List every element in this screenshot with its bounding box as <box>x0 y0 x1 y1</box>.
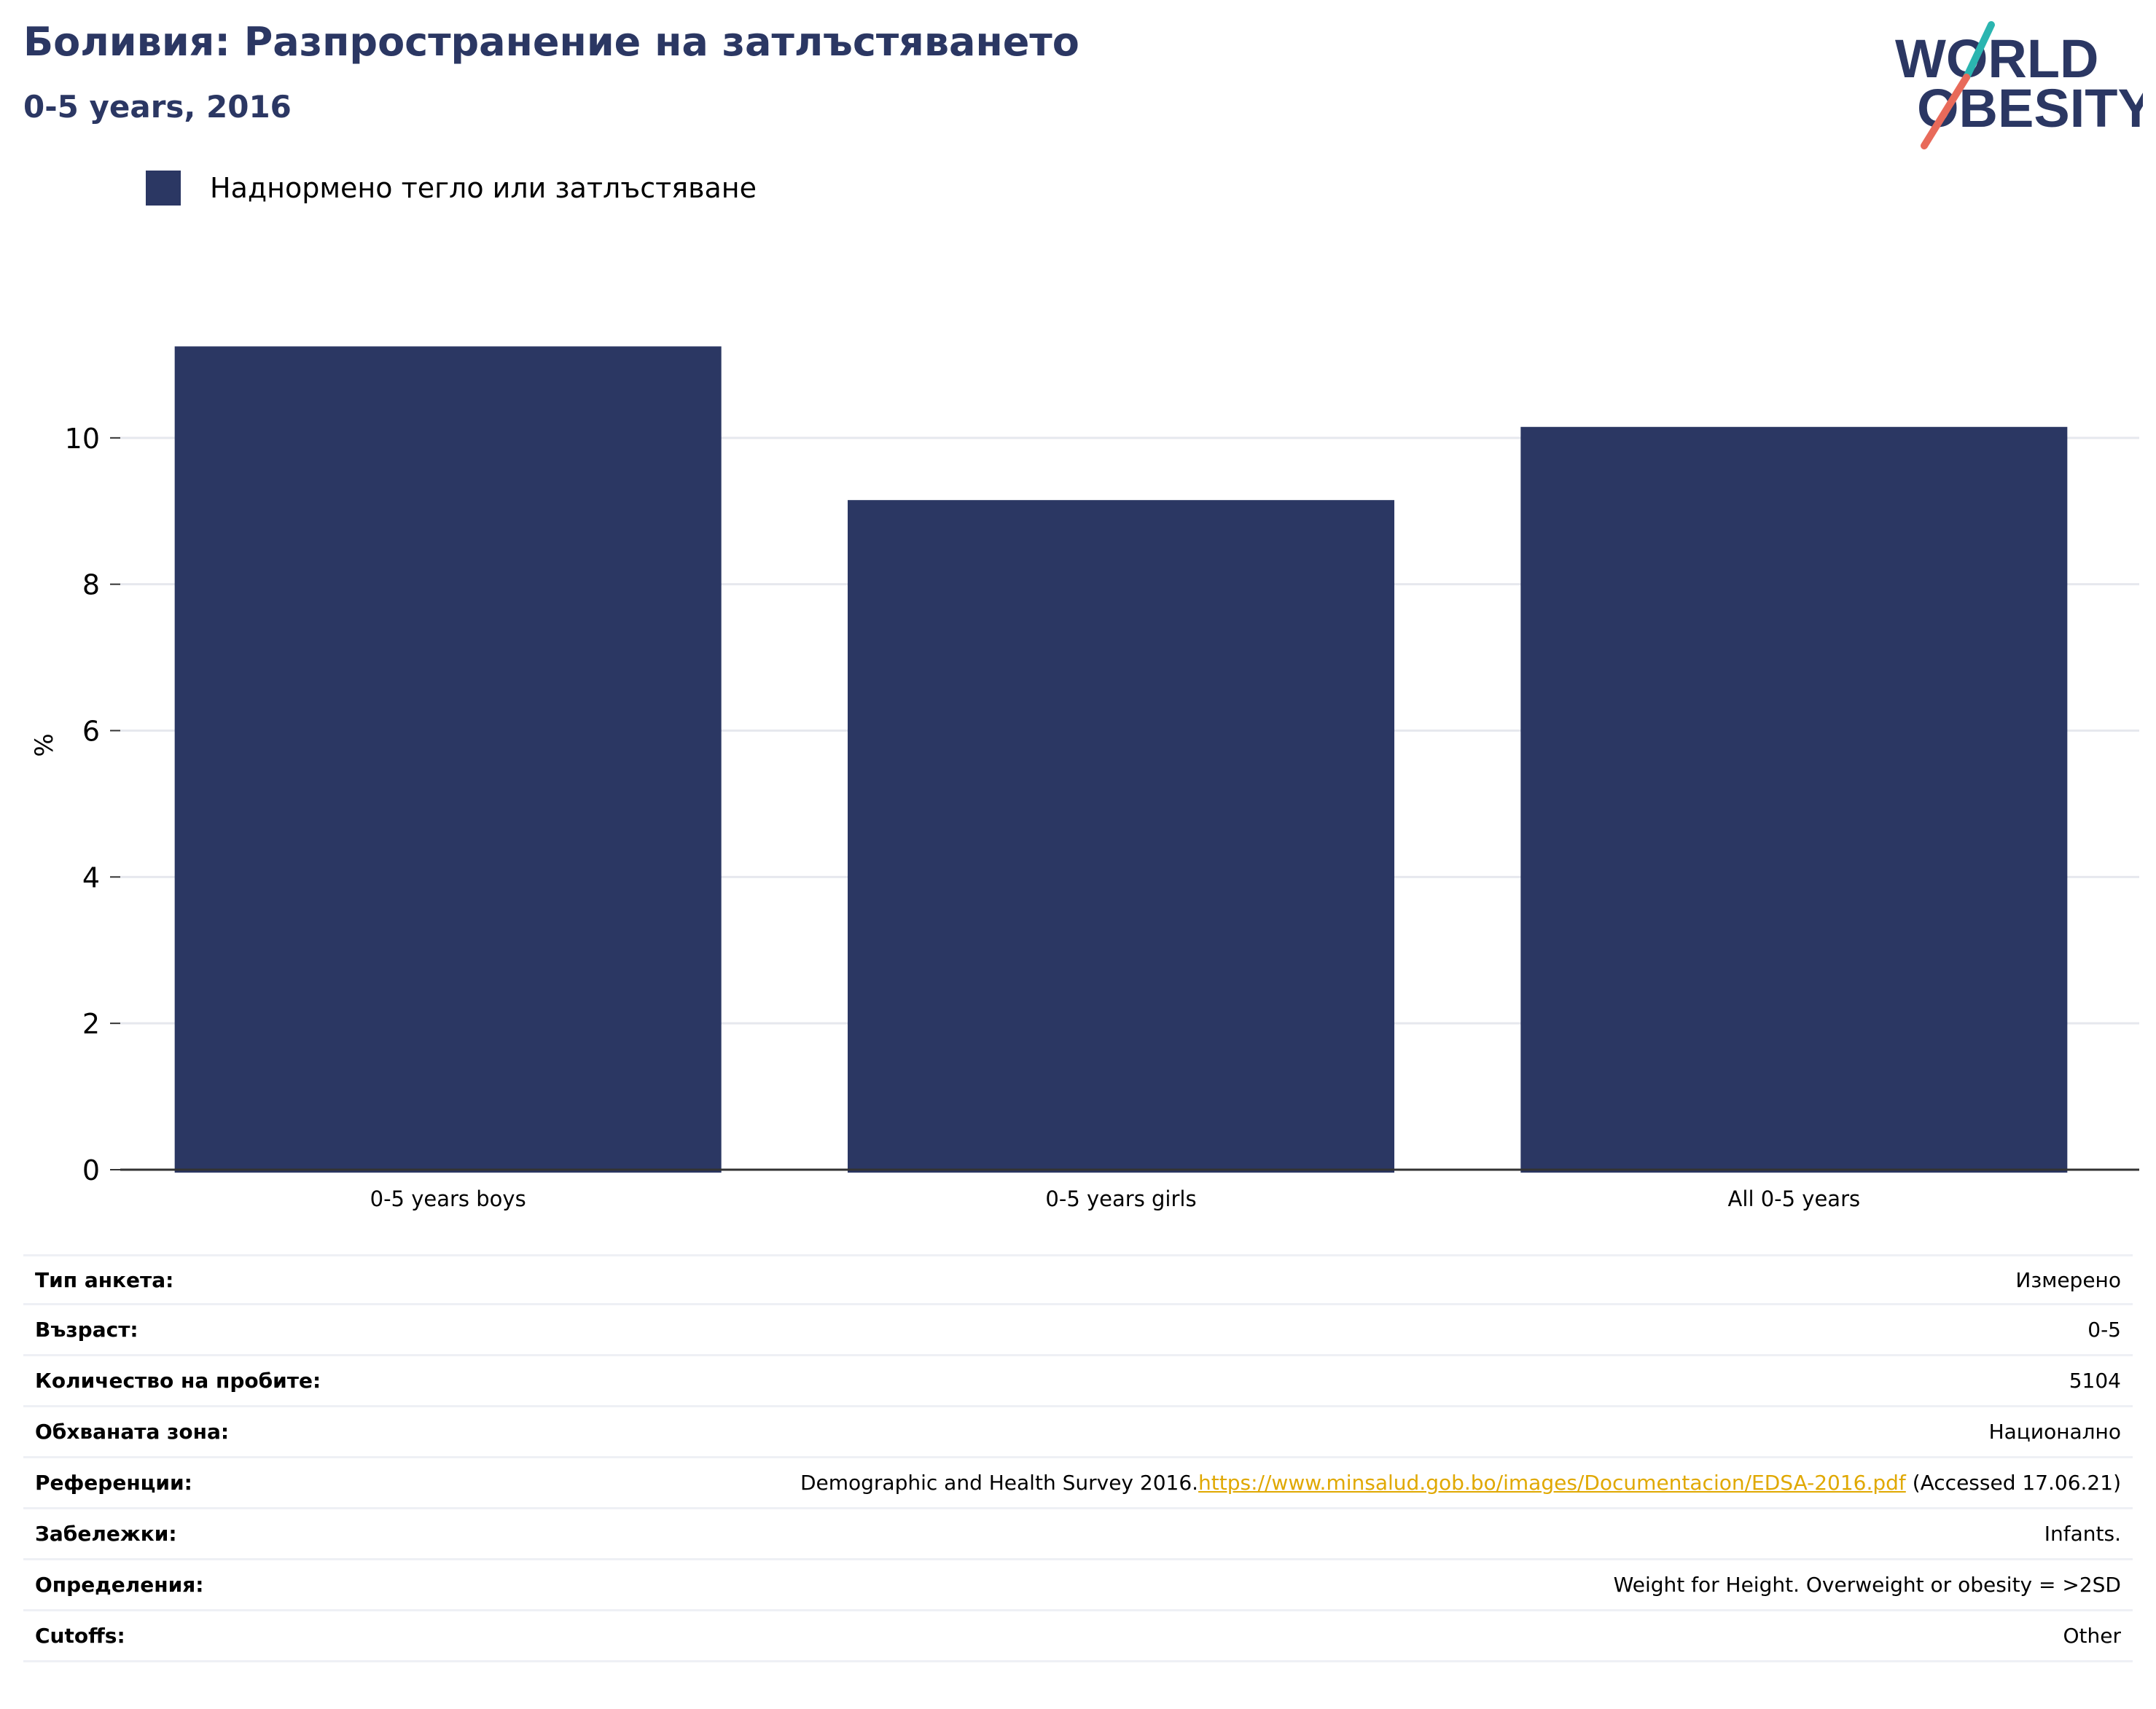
x-tick-label: 0-5 years girls <box>1045 1186 1196 1211</box>
y-tick-label: 6 <box>82 716 100 748</box>
page-subtitle: 0-5 years, 2016 <box>23 89 292 125</box>
bar[interactable] <box>848 500 1394 1173</box>
chart-legend: Наднормено тегло или затлъстяване <box>146 169 757 207</box>
reference-link[interactable]: https://www.minsalud.gob.bo/images/Docum… <box>1198 1471 1906 1495</box>
info-value: 5104 <box>2069 1369 2121 1393</box>
logo-line2: OBESITY <box>1917 78 2143 138</box>
y-tick-label: 2 <box>82 1008 100 1040</box>
logo-line1: WORLD <box>1895 28 2099 89</box>
info-value: Национално <box>1988 1420 2121 1444</box>
y-tick-label: 10 <box>65 423 100 455</box>
info-table: Тип анкета: Измерено Възраст: 0-5 Количество… <box>23 1254 2133 1662</box>
info-value: 0-5 <box>2087 1318 2121 1342</box>
world-obesity-logo: WORLD OBESITY <box>1895 21 2143 149</box>
info-row: Референции: Demographic and Health Survey… <box>23 1458 2133 1509</box>
bar[interactable] <box>1520 426 2068 1173</box>
info-row: Възраст: 0-5 <box>23 1305 2133 1356</box>
bar-chart: 0 2 4 6 8 10% 0-5 years boys 0-5 years girls All… <box>30 346 2139 1211</box>
x-tick-label: 0-5 years boys <box>370 1186 526 1211</box>
info-label: Забележки: <box>35 1522 177 1546</box>
info-label: Определения: <box>35 1573 204 1597</box>
info-label: Тип анкета: <box>35 1267 174 1292</box>
info-row: Обхваната зона: Национално <box>23 1407 2133 1458</box>
y-tick-label: 8 <box>82 569 100 601</box>
legend-swatch <box>146 171 181 206</box>
info-label: Cutoffs: <box>35 1624 125 1648</box>
info-label: Количество на пробите: <box>35 1369 321 1393</box>
logo-slash-bottom <box>1921 74 1970 149</box>
y-tick-label: 0 <box>82 1154 100 1186</box>
info-row: Тип анкета: Измерено <box>23 1254 2133 1305</box>
y-axis-label: % <box>30 733 59 756</box>
info-row: Забележки: Infants. <box>23 1509 2133 1560</box>
info-value: Other <box>2063 1624 2121 1648</box>
logo-slash-top <box>1963 21 1995 81</box>
info-value: Измерено <box>2015 1267 2121 1292</box>
info-row: Количество на пробите: 5104 <box>23 1356 2133 1407</box>
info-row: Cutoffs: Other <box>23 1611 2133 1662</box>
info-value: Infants. <box>2044 1522 2121 1546</box>
info-label: Възраст: <box>35 1318 138 1342</box>
bar[interactable] <box>174 346 722 1173</box>
page-title: Боливия: Разпространение на затлъстяване… <box>23 19 1079 65</box>
info-label: Обхваната зона: <box>35 1420 230 1444</box>
info-label: Референции: <box>35 1471 192 1495</box>
info-row: Определения: Weight for Height. Overweigh… <box>23 1560 2133 1611</box>
legend-label: Наднормено тегло или затлъстяване <box>210 172 757 204</box>
info-value: Demographic and Health Survey 2016.https… <box>800 1471 2121 1495</box>
x-tick-label: All 0-5 years <box>1728 1186 1861 1211</box>
info-value: Weight for Height. Overweight or obesity… <box>1613 1573 2121 1597</box>
y-tick-label: 4 <box>82 861 100 893</box>
